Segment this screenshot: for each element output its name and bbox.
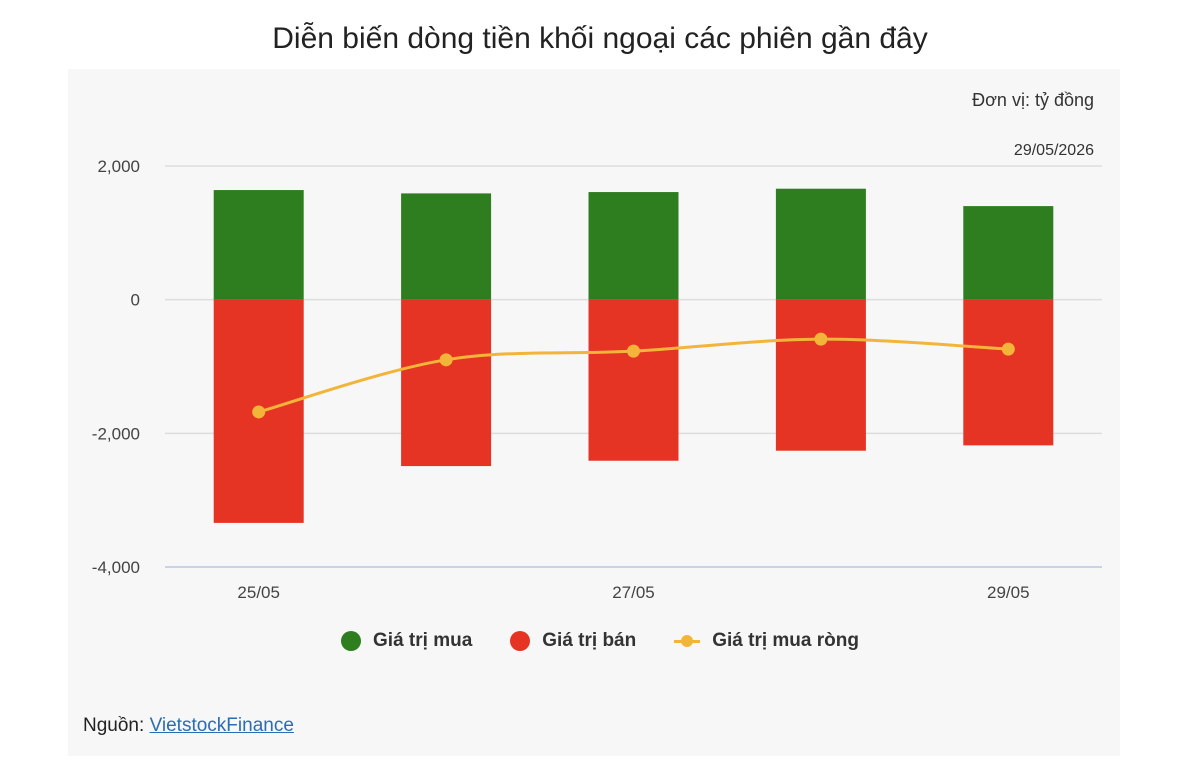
net-point[interactable] bbox=[627, 344, 640, 358]
legend-item-sell[interactable]: Giá trị bán bbox=[510, 630, 636, 652]
bar-buy[interactable] bbox=[213, 190, 304, 300]
bar-buy[interactable] bbox=[588, 192, 679, 300]
x-tick-label: 29/05 bbox=[987, 583, 1030, 602]
bar-buy[interactable] bbox=[963, 206, 1054, 300]
net-point[interactable] bbox=[814, 332, 828, 346]
y-tick-label: -4,000 bbox=[92, 558, 140, 577]
chart-title: Diễn biến dòng tiền khối ngoại các phiên… bbox=[272, 22, 928, 55]
legend: Giá trị mua Giá trị bán Giá trị mua ròng bbox=[0, 630, 1200, 652]
source-note: Nguồn: VietstockFinance bbox=[83, 715, 294, 737]
legend-sell-label: Giá trị bán bbox=[542, 630, 637, 651]
bar-sell[interactable] bbox=[588, 299, 679, 461]
y-tick-label: 0 bbox=[131, 291, 140, 310]
legend-net-label: Giá trị mua ròng bbox=[712, 630, 859, 651]
source-label: Nguồn: bbox=[83, 715, 145, 736]
date-label: 29/05/2026 bbox=[1013, 142, 1094, 159]
y-tick-label: 2,000 bbox=[97, 157, 140, 176]
net-point[interactable] bbox=[252, 405, 266, 419]
x-tick-label: 27/05 bbox=[612, 583, 655, 602]
net-point[interactable] bbox=[1001, 342, 1015, 356]
source-link[interactable]: VietstockFinance bbox=[149, 715, 294, 736]
bar-sell[interactable] bbox=[963, 299, 1054, 446]
legend-sell-marker bbox=[510, 631, 531, 651]
legend-buy-label: Giá trị mua bbox=[373, 630, 473, 651]
y-tick-label: -2,000 bbox=[92, 424, 140, 443]
bar-sell[interactable] bbox=[775, 299, 866, 451]
legend-net-marker bbox=[674, 631, 701, 651]
legend-buy-marker bbox=[341, 631, 362, 651]
legend-item-net[interactable]: Giá trị mua ròng bbox=[674, 630, 859, 652]
unit-label: Đơn vị: tỷ đồng bbox=[972, 90, 1094, 110]
bar-buy[interactable] bbox=[775, 188, 866, 300]
bar-sell[interactable] bbox=[401, 299, 492, 467]
bar-buy[interactable] bbox=[401, 193, 492, 300]
x-tick-label: 25/05 bbox=[237, 583, 280, 602]
net-point[interactable] bbox=[439, 353, 453, 367]
legend-item-buy[interactable]: Giá trị mua bbox=[341, 630, 472, 652]
